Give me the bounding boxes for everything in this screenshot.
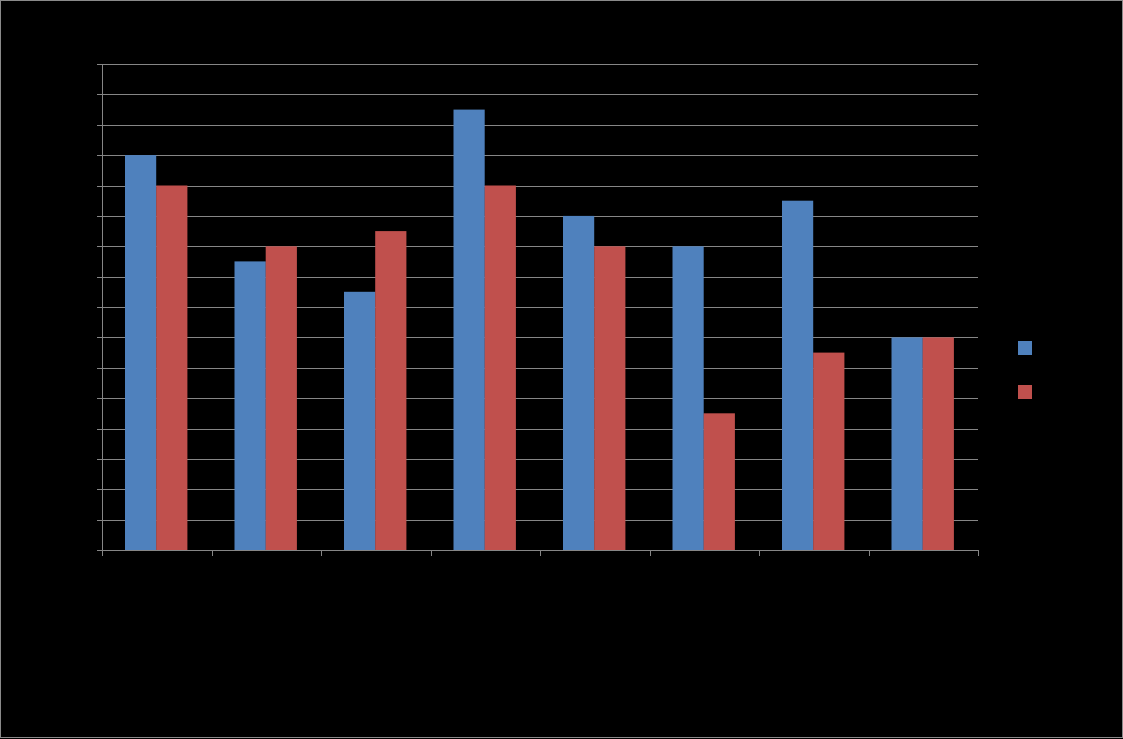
bar-series-1-cat-3: [344, 291, 376, 550]
bar-series-1-cat-8: [891, 337, 923, 550]
bar-series-2-cat-5: [594, 246, 626, 551]
bar-series-1-cat-7: [782, 200, 814, 550]
axes: [97, 64, 979, 556]
bars: [125, 109, 954, 551]
legend: [1018, 341, 1032, 399]
bar-series-2-cat-7: [813, 352, 845, 550]
gridlines: [102, 64, 978, 521]
bar-series-2-cat-8: [922, 337, 954, 550]
legend-swatch-series-2: [1018, 385, 1032, 399]
bar-series-1-cat-5: [563, 215, 595, 550]
bar-series-1-cat-1: [125, 155, 157, 550]
bar-series-2-cat-3: [375, 231, 407, 550]
bar-series-2-cat-4: [484, 185, 516, 550]
bar-series-1-cat-6: [672, 246, 704, 551]
bar-series-2-cat-2: [265, 246, 297, 551]
bar-series-1-cat-2: [234, 261, 266, 550]
bar-series-2-cat-6: [703, 413, 735, 550]
legend-swatch-series-1: [1018, 341, 1032, 355]
bar-series-2-cat-1: [156, 185, 188, 550]
bar-series-1-cat-4: [453, 109, 485, 550]
